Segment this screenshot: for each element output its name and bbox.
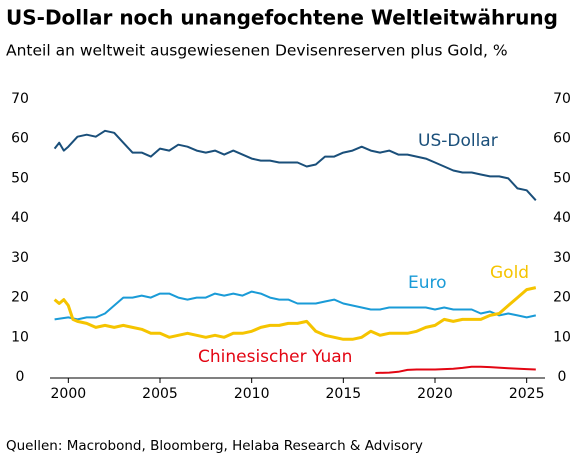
series-label: Euro	[408, 273, 447, 293]
series-line	[53, 286, 537, 341]
y-tick-label: 30	[11, 250, 29, 266]
x-tick-label: 2005	[142, 386, 178, 402]
chart-subtitle: Anteil an weltweit ausgewiesenen Devisen…	[6, 42, 508, 60]
y2-tick-label: 20	[553, 290, 571, 306]
x-tick-label: 2025	[509, 386, 545, 402]
series-label: Chinesischer Yuan	[198, 347, 352, 367]
x-tick-label: 2015	[326, 386, 362, 402]
y-tick-label: 50	[11, 170, 29, 186]
chart-title: US-Dollar noch unangefochtene Weltleitwä…	[6, 6, 558, 30]
y-tick-label: 40	[11, 210, 29, 226]
y-tick-label: 60	[11, 131, 29, 147]
series-label: Gold	[490, 263, 529, 283]
y2-tick-label: 0	[558, 369, 567, 385]
y-tick-label: 0	[16, 369, 25, 385]
y2-tick-label: 10	[553, 329, 571, 345]
y-tick-label: 20	[11, 290, 29, 306]
y2-tick-label: 70	[553, 91, 571, 107]
series-label: US-Dollar	[418, 131, 498, 151]
x-tick-label: 2010	[234, 386, 270, 402]
series-line	[53, 129, 537, 201]
y2-tick-label: 50	[553, 170, 571, 186]
y2-tick-label: 60	[553, 131, 571, 147]
x-tick-label: 2000	[51, 386, 87, 402]
y-tick-label: 70	[11, 91, 29, 107]
series-line	[54, 290, 537, 321]
y2-tick-label: 40	[553, 210, 571, 226]
x-tick-label: 2020	[417, 386, 453, 402]
y2-tick-label: 30	[553, 250, 571, 266]
source-note: Quellen: Macrobond, Bloomberg, Helaba Re…	[6, 438, 423, 454]
y-tick-label: 10	[11, 329, 29, 345]
series-line	[375, 365, 536, 374]
